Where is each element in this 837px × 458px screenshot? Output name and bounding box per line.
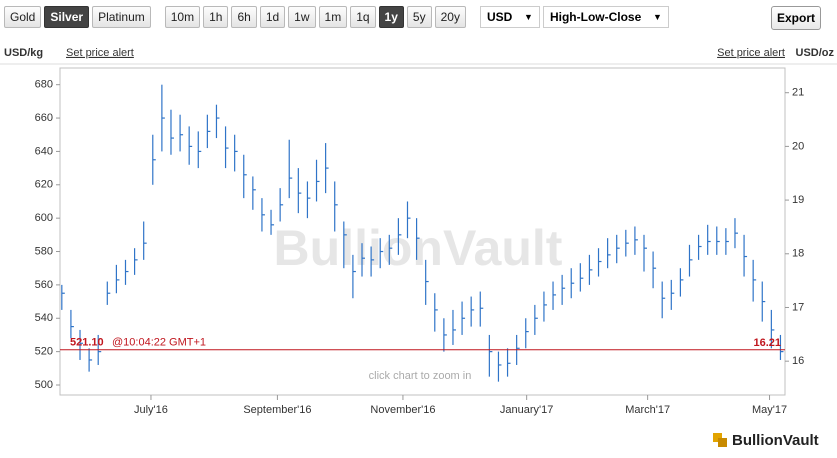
logo-icon [718, 438, 727, 447]
x-tick-label: September'16 [243, 404, 311, 416]
y-tick-label: 640 [35, 145, 53, 157]
y-tick-label: 580 [35, 245, 53, 257]
x-tick-label: March'17 [625, 404, 670, 416]
y-tick-label: 500 [35, 379, 53, 391]
y-axis-label: USD/kg [4, 47, 43, 59]
y2-tick-label: 21 [792, 87, 804, 99]
y-tick-label: 560 [35, 279, 53, 291]
range-button[interactable]: 20y [434, 6, 466, 28]
plot-frame [59, 67, 786, 396]
currency-select[interactable]: USD [479, 6, 540, 28]
y2-axis-label: USD/oz [796, 47, 835, 59]
y2-tick-label: 20 [792, 140, 804, 152]
y-tick-label: 540 [35, 312, 53, 324]
toolbar: Gold Silver Platinum 10m 1h 6h 1d 1w 1m 1q 1y 5y 20y… [4, 5, 669, 29]
price-time: @10:04:22 GMT+1 [112, 337, 206, 349]
x-tick-label: November'16 [370, 404, 435, 416]
watermark: BullionVault [274, 220, 563, 276]
x-tick-label: January'17 [500, 404, 553, 416]
range-button[interactable]: 1m [318, 6, 348, 28]
logo-icon [713, 433, 722, 442]
y2-tick-label: 16 [792, 355, 804, 367]
y2-tick-label: 18 [792, 248, 804, 260]
range-button[interactable]: 1y [378, 6, 404, 28]
range-button[interactable]: 10m [164, 6, 201, 28]
x-tick-label: July'16 [134, 404, 168, 416]
y-tick-label: 520 [35, 346, 53, 358]
style-select[interactable]: High-Low-Close [542, 6, 669, 28]
y2-tick-label: 19 [792, 194, 804, 206]
y-tick-label: 680 [35, 79, 53, 91]
export-button[interactable]: Export [770, 6, 821, 30]
metal-button[interactable]: Platinum [92, 6, 151, 28]
price-alert-link[interactable]: Set price alert [717, 47, 785, 59]
y-tick-label: 600 [35, 212, 53, 224]
y-tick-label: 660 [35, 112, 53, 124]
range-button[interactable]: 5y [406, 6, 432, 28]
price-label-oz: 16.21 [753, 337, 781, 349]
price-label: 521.10 [70, 337, 104, 349]
metal-button[interactable]: Gold [4, 6, 42, 28]
range-button[interactable]: 1h [203, 6, 229, 28]
range-button[interactable]: 6h [231, 6, 257, 28]
zoom-hint: click chart to zoom in [369, 370, 472, 382]
logo: BullionVault [713, 432, 819, 449]
range-button[interactable]: 1d [259, 6, 286, 28]
x-tick-label: May'17 [752, 404, 787, 416]
logo-text: BullionVault [732, 432, 819, 449]
y2-tick-label: 17 [792, 301, 804, 313]
range-button[interactable]: 1w [288, 6, 316, 28]
range-button[interactable]: 1q [350, 6, 376, 28]
metal-button[interactable]: Silver [44, 6, 90, 28]
y-tick-label: 620 [35, 179, 53, 191]
price-alert-link[interactable]: Set price alert [66, 47, 134, 59]
